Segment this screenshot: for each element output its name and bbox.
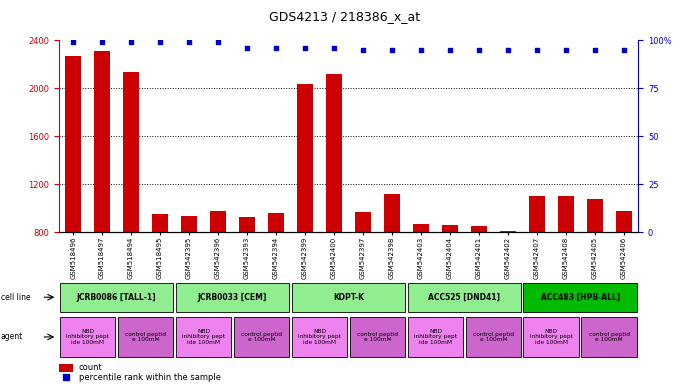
Bar (384, 194, 400, 328)
Bar (152, 214, 168, 328)
FancyBboxPatch shape (176, 317, 231, 357)
Bar (529, 196, 545, 328)
FancyBboxPatch shape (118, 317, 173, 357)
FancyBboxPatch shape (466, 317, 521, 357)
Bar (500, 231, 516, 328)
FancyBboxPatch shape (60, 317, 115, 357)
FancyBboxPatch shape (176, 283, 289, 312)
Text: control peptid
e 100mM: control peptid e 100mM (589, 331, 630, 343)
Text: agent: agent (1, 333, 23, 341)
Text: ACC525 [DND41]: ACC525 [DND41] (428, 293, 500, 302)
FancyBboxPatch shape (524, 283, 637, 312)
Point (61, 374, 72, 381)
Point (270, 45, 282, 51)
Point (328, 45, 339, 51)
Point (213, 39, 224, 45)
Bar (586, 199, 603, 328)
FancyBboxPatch shape (350, 317, 405, 357)
Text: control peptid
e 100mM: control peptid e 100mM (241, 331, 282, 343)
Point (618, 47, 629, 53)
Bar (123, 71, 139, 328)
Text: JCRB0086 [TALL-1]: JCRB0086 [TALL-1] (77, 293, 157, 302)
Bar (615, 211, 632, 328)
Point (299, 45, 310, 51)
Text: GDS4213 / 218386_x_at: GDS4213 / 218386_x_at (269, 10, 421, 23)
Point (415, 47, 426, 53)
Bar (181, 215, 197, 328)
FancyBboxPatch shape (60, 283, 173, 312)
Point (126, 39, 137, 45)
Bar (268, 213, 284, 328)
Point (386, 47, 397, 53)
Point (357, 47, 368, 53)
FancyBboxPatch shape (408, 317, 463, 357)
Text: control peptid
e 100mM: control peptid e 100mM (125, 331, 166, 343)
FancyBboxPatch shape (408, 283, 521, 312)
Bar (413, 224, 429, 328)
Point (68, 39, 79, 45)
Bar (442, 225, 458, 328)
Bar (94, 51, 110, 328)
Text: NBD
inhibitory pept
ide 100mM: NBD inhibitory pept ide 100mM (298, 329, 341, 345)
Text: JCRB0033 [CEM]: JCRB0033 [CEM] (198, 293, 267, 302)
FancyBboxPatch shape (292, 283, 405, 312)
Text: NBD
inhibitory pept
ide 100mM: NBD inhibitory pept ide 100mM (414, 329, 457, 345)
FancyBboxPatch shape (292, 317, 347, 357)
Bar (558, 196, 574, 328)
Text: ACC483 [HPB-ALL]: ACC483 [HPB-ALL] (540, 293, 620, 302)
Text: NBD
inhibitory pept
ide 100mM: NBD inhibitory pept ide 100mM (182, 329, 225, 345)
Bar (471, 226, 487, 328)
Point (560, 47, 571, 53)
Point (473, 47, 484, 53)
Text: NBD
inhibitory pept
ide 100mM: NBD inhibitory pept ide 100mM (530, 329, 573, 345)
Text: control peptid
e 100mM: control peptid e 100mM (357, 331, 398, 343)
FancyBboxPatch shape (582, 317, 637, 357)
Text: NBD
inhibitory pept
ide 100mM: NBD inhibitory pept ide 100mM (66, 329, 109, 345)
Text: percentile rank within the sample: percentile rank within the sample (79, 373, 221, 382)
Point (589, 47, 600, 53)
Bar (239, 217, 255, 328)
Bar (326, 74, 342, 328)
Text: cell line: cell line (1, 293, 30, 302)
Point (444, 47, 455, 53)
Bar (297, 84, 313, 328)
Bar (210, 211, 226, 328)
Bar (65, 56, 81, 328)
FancyBboxPatch shape (524, 317, 579, 357)
Point (502, 47, 513, 53)
Bar (59, 364, 73, 372)
Point (155, 39, 166, 45)
FancyBboxPatch shape (234, 317, 289, 357)
Text: KOPT-K: KOPT-K (333, 293, 364, 302)
Bar (355, 212, 371, 328)
Text: count: count (79, 363, 103, 372)
Point (97, 39, 108, 45)
Point (531, 47, 542, 53)
Text: control peptid
e 100mM: control peptid e 100mM (473, 331, 514, 343)
Point (184, 39, 195, 45)
Point (241, 45, 253, 51)
